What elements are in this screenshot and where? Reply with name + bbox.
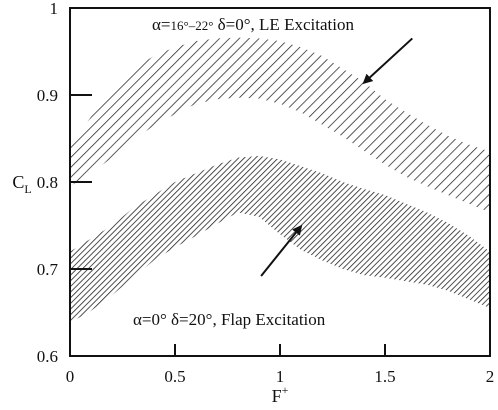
y-tick-label-0: 0.6	[37, 347, 58, 366]
axis-tick-labels: 0 0.5 1 1.5 2 0.6 0.7 0.8 0.9 1	[37, 0, 495, 386]
arrow-le-label	[362, 37, 413, 85]
y-tick-label-1: 0.7	[37, 260, 59, 279]
annotation-flap-excitation: α=0° δ=20°, Flap Excitation	[133, 310, 326, 329]
axis-ticks	[69, 7, 491, 357]
hatched-bands	[70, 37, 490, 323]
annotation-arrows	[260, 37, 413, 277]
x-axis-title: F+	[272, 383, 289, 406]
y-tick-label-2: 0.8	[37, 173, 58, 192]
x-tick-label-4: 2	[486, 367, 495, 386]
band-le	[70, 37, 490, 213]
annotation-le-excitation: α=16°–22° δ=0°, LE Excitation	[152, 15, 354, 34]
y-axis-title: CL	[12, 172, 31, 196]
x-tick-label-1: 0.5	[164, 367, 185, 386]
x-tick-label-3: 1.5	[374, 367, 395, 386]
y-tick-label-3: 0.9	[37, 86, 58, 105]
arrow-flap-label	[260, 224, 303, 277]
x-tick-label-2: 1	[276, 367, 285, 386]
band-flap	[70, 155, 490, 323]
x-tick-label-0: 0	[66, 367, 75, 386]
y-tick-label-4: 1	[50, 0, 59, 18]
